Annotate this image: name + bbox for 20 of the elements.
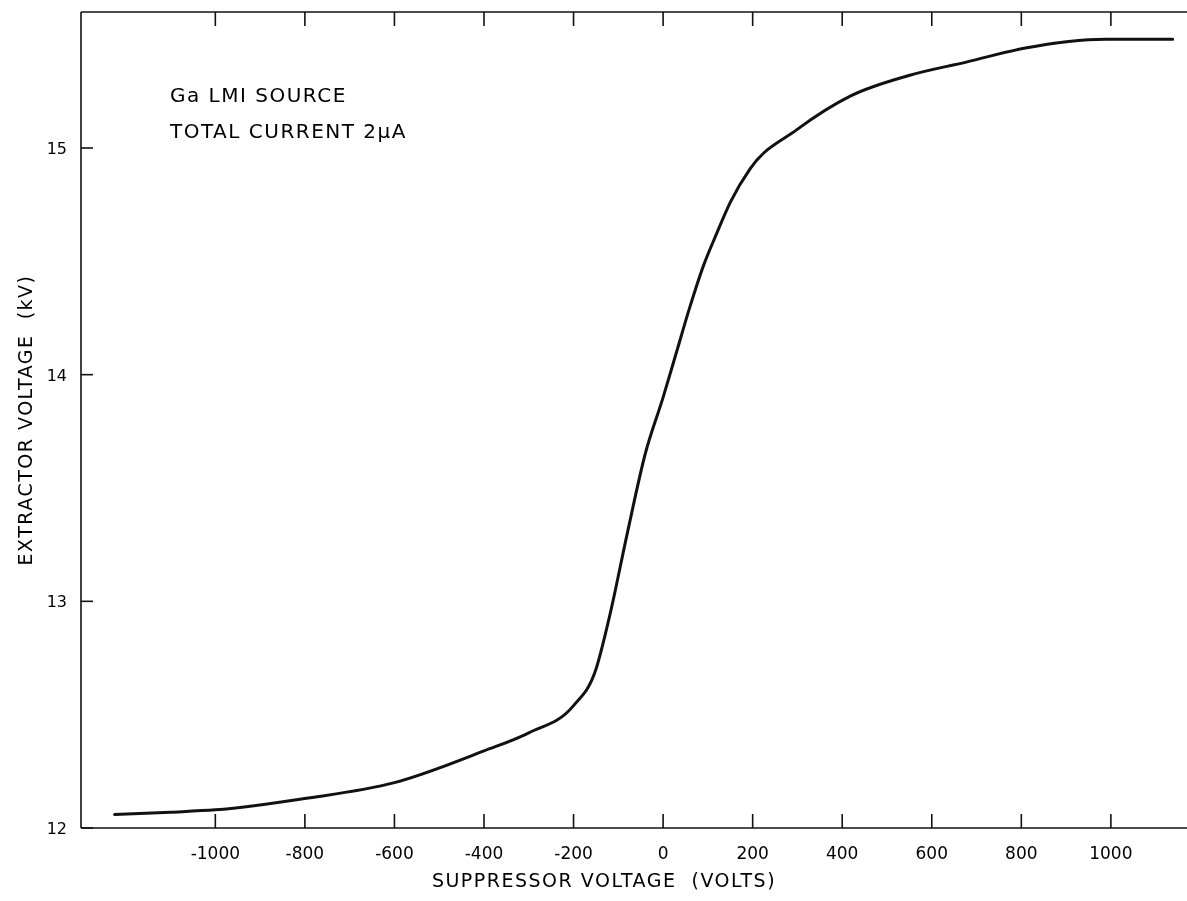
y-tick-label: 12 <box>46 819 67 838</box>
x-tick-label: -800 <box>285 843 325 863</box>
x-tick-label: -200 <box>554 843 593 863</box>
y-tick-label: 14 <box>46 365 67 385</box>
annotation: Ga LMI SOURCE <box>170 83 347 107</box>
x-tick-label: 0 <box>657 843 669 863</box>
y-tick-label: 15 <box>46 139 67 158</box>
x-tick-label: -1000 <box>190 843 241 863</box>
y-axis-title: EXTRACTOR VOLTAGE (kV) <box>14 274 36 566</box>
annotation: TOTAL CURRENT 2μA <box>169 119 408 143</box>
x-tick-label: 200 <box>736 843 769 863</box>
x-tick-label: 1000 <box>1089 843 1133 863</box>
line-series <box>113 37 1175 816</box>
x-axis-title: SUPPRESSOR VOLTAGE (VOLTS) <box>431 869 777 891</box>
x-tick-label: 800 <box>1005 843 1038 863</box>
y-tick-label: 13 <box>46 592 67 612</box>
x-tick-label: -400 <box>464 843 504 863</box>
x-tick-label: -600 <box>375 843 414 863</box>
x-tick-label: 400 <box>825 843 859 863</box>
x-tick-label: 600 <box>915 843 948 863</box>
